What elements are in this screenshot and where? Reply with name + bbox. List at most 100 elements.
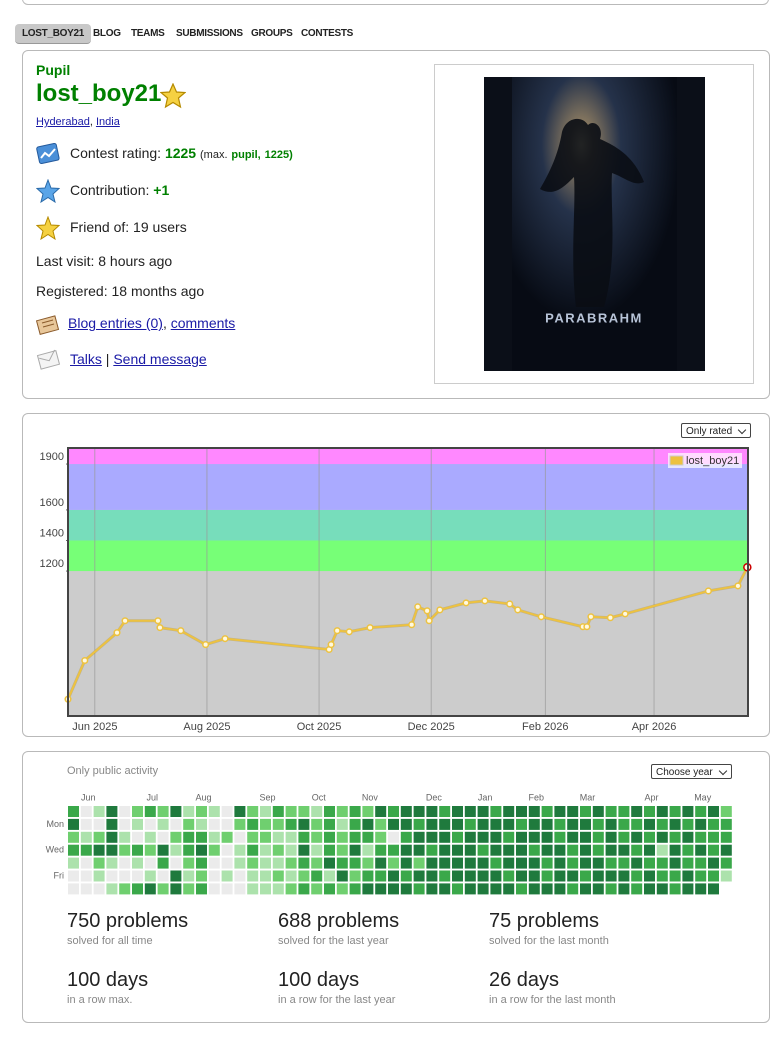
activity-cell <box>439 883 451 895</box>
contribution-value: +1 <box>153 182 170 198</box>
activity-cell <box>400 870 412 882</box>
talks-link[interactable]: Talks <box>70 351 102 367</box>
nav-tab[interactable]: GROUPS <box>251 28 293 39</box>
activity-cell <box>119 818 131 830</box>
activity-cell <box>170 844 182 856</box>
activity-cell <box>93 870 105 882</box>
activity-cell <box>464 818 476 830</box>
activity-cell <box>285 818 297 830</box>
activity-cell <box>618 806 630 817</box>
activity-cell <box>285 844 297 856</box>
activity-cell <box>695 818 707 830</box>
city-link[interactable]: Hyderabad <box>36 116 90 128</box>
x-tick-label: Oct 2025 <box>297 721 342 733</box>
activity-cell <box>80 818 92 830</box>
activity-cell <box>592 806 604 817</box>
activity-cell <box>618 831 630 843</box>
star-icon <box>160 83 186 109</box>
activity-cell <box>503 831 515 843</box>
activity-cell <box>452 883 463 895</box>
activity-cell <box>400 844 412 856</box>
activity-cell <box>554 831 566 843</box>
activity-cell <box>541 806 553 817</box>
activity-cell <box>375 806 387 817</box>
activity-cell <box>644 831 655 843</box>
activity-cell <box>157 806 169 817</box>
activity-cell <box>426 844 438 856</box>
separator: , <box>89 116 93 128</box>
nav-tab[interactable]: CONTESTS <box>301 28 354 39</box>
activity-cell <box>400 831 412 843</box>
comments-link[interactable]: comments <box>170 315 236 331</box>
activity-cell <box>336 818 348 830</box>
month-label: Jan <box>478 792 493 802</box>
activity-cell <box>452 844 463 856</box>
activity-cell <box>311 844 323 856</box>
nav-tab[interactable]: BLOG <box>93 28 121 39</box>
stat-caption: in a row for the last year <box>278 994 396 1006</box>
rating-point <box>621 610 629 618</box>
max-rating: 1225) <box>264 149 293 161</box>
activity-cell <box>669 806 681 817</box>
month-label: Sep <box>259 792 275 802</box>
month-label: Mar <box>580 792 596 802</box>
activity-cell <box>413 831 425 843</box>
rating-point <box>414 603 422 611</box>
activity-cell <box>644 844 655 856</box>
activity-cell <box>592 844 604 856</box>
activity-cell <box>400 818 412 830</box>
activity-cell <box>311 806 323 817</box>
day-label: Wed <box>46 845 64 855</box>
activity-cell <box>106 870 118 882</box>
y-tick-label: 1600 <box>40 497 64 509</box>
rating-point <box>423 607 431 615</box>
activity-cell <box>516 806 527 817</box>
activity-cell <box>554 870 566 882</box>
activity-cell <box>106 857 118 869</box>
activity-cell <box>580 883 591 895</box>
activity-cell <box>618 883 630 895</box>
nav-tab[interactable]: TEAMS <box>131 28 165 39</box>
activity-cell <box>144 831 156 843</box>
activity-cell <box>567 857 579 869</box>
last-visit: Last visit: 8 hours ago <box>36 253 173 269</box>
blog-link[interactable]: Blog entries (0) <box>68 315 163 331</box>
activity-cell <box>439 857 451 869</box>
nav-tab[interactable]: SUBMISSIONS <box>176 28 243 39</box>
activity-cell <box>439 806 451 817</box>
activity-cell <box>132 806 143 817</box>
activity-cell <box>183 870 195 882</box>
activity-cell <box>400 857 412 869</box>
activity-cell <box>183 883 195 895</box>
nav-tab[interactable]: LOST_BOY21 <box>15 24 92 44</box>
activity-cell <box>708 831 719 843</box>
rank-band <box>68 509 748 541</box>
year-select[interactable]: Choose year <box>651 764 732 779</box>
activity-cell <box>234 883 246 895</box>
activity-cell <box>477 857 489 869</box>
activity-cell <box>234 857 246 869</box>
activity-cell <box>68 818 79 830</box>
activity-cell <box>477 806 489 817</box>
activity-cell <box>298 857 310 869</box>
stat-value: 750 problems <box>67 910 189 932</box>
activity-cell <box>157 870 169 882</box>
activity-cell <box>644 857 655 869</box>
activity-cell <box>669 818 681 830</box>
activity-cell <box>592 818 604 830</box>
activity-cell <box>452 857 463 869</box>
country-link[interactable]: India <box>95 116 120 128</box>
send-message-link[interactable]: Send message <box>113 351 207 367</box>
activity-cell <box>400 806 412 817</box>
activity-cell <box>221 844 233 856</box>
activity-cell <box>439 870 451 882</box>
activity-cell <box>362 806 374 817</box>
activity-cell <box>490 844 502 856</box>
activity-cell <box>426 831 438 843</box>
activity-cell <box>260 806 271 817</box>
rated-select[interactable]: Only rated <box>681 423 752 438</box>
activity-cell <box>567 806 579 817</box>
activity-cell <box>388 883 399 895</box>
rating-point <box>154 617 162 625</box>
